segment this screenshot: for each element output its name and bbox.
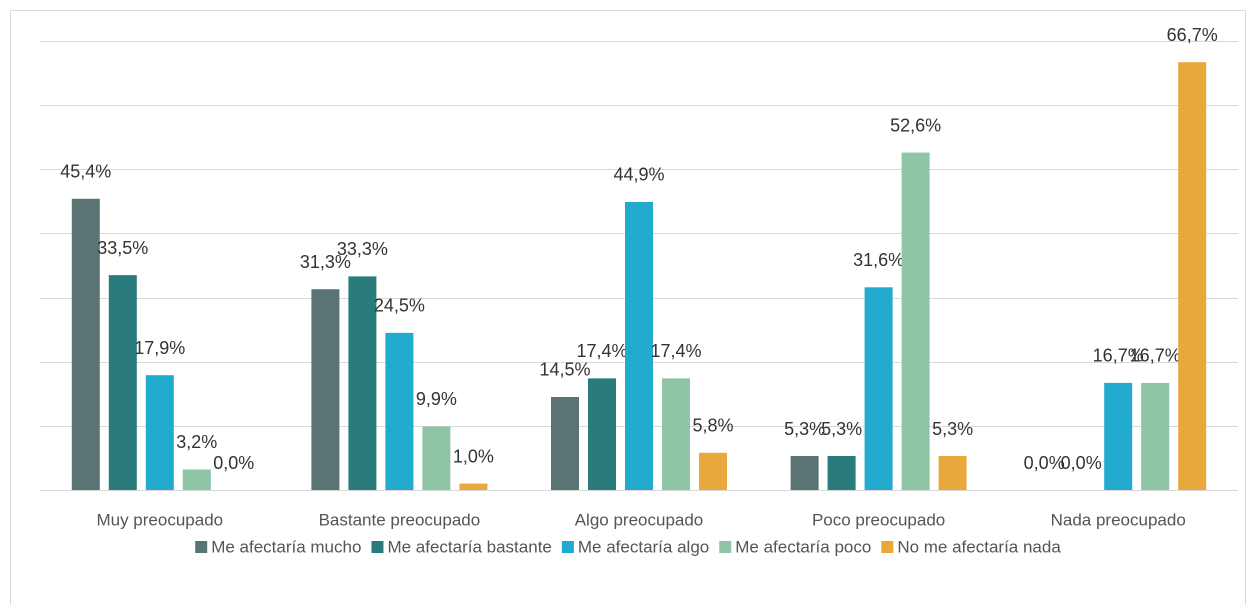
bar	[864, 287, 893, 490]
legend-label: Me afectaría bastante	[387, 537, 551, 556]
legend-swatch	[371, 541, 384, 553]
x-tick-label: Poco preocupado	[812, 510, 945, 529]
data-label: 52,6%	[890, 115, 941, 135]
legend-swatch	[881, 541, 894, 553]
data-label: 3,2%	[176, 432, 217, 452]
legend-label: Me afectaría poco	[735, 537, 871, 556]
data-label: 31,3%	[300, 252, 351, 272]
data-label: 5,3%	[784, 419, 825, 439]
chart-border	[10, 10, 1246, 610]
data-label: 0,0%	[213, 453, 254, 473]
legend-swatch	[195, 541, 208, 553]
bar	[71, 198, 100, 490]
bar	[459, 483, 488, 490]
data-label: 33,3%	[337, 239, 388, 259]
bar	[625, 201, 653, 490]
data-label: 17,4%	[650, 341, 701, 361]
legend-swatch	[719, 541, 732, 553]
bar	[311, 289, 340, 490]
data-label: 9,9%	[416, 389, 457, 409]
bar	[145, 375, 174, 490]
data-label: 17,9%	[134, 338, 185, 358]
data-label: 14,5%	[539, 360, 590, 380]
x-tick-label: Algo preocupado	[575, 510, 704, 529]
data-label: 0,0%	[1061, 453, 1102, 473]
data-label: 16,7%	[1130, 346, 1181, 366]
bar	[662, 378, 690, 490]
x-tick-label: Muy preocupado	[96, 510, 223, 529]
bar	[938, 456, 967, 490]
legend-label: Me afectaría algo	[578, 537, 709, 556]
data-label: 33,5%	[97, 238, 148, 258]
data-label: 17,4%	[576, 341, 627, 361]
data-label: 44,9%	[613, 165, 664, 185]
bar	[108, 275, 137, 490]
bar	[1178, 62, 1207, 490]
data-label: 24,5%	[374, 296, 425, 316]
data-label: 66,7%	[1167, 25, 1218, 45]
data-label: 5,3%	[932, 419, 973, 439]
legend-label: Me afectaría mucho	[211, 537, 361, 556]
bar	[551, 396, 579, 490]
data-label: 1,0%	[453, 446, 494, 466]
bar	[588, 378, 616, 490]
bar	[422, 426, 451, 490]
legend-swatch	[561, 541, 574, 553]
bar	[827, 456, 856, 490]
data-label: 31,6%	[853, 250, 904, 270]
bar	[790, 456, 819, 490]
x-tick-label: Nada preocupado	[1051, 510, 1186, 529]
bar	[901, 152, 930, 490]
bar	[1141, 382, 1170, 490]
bar	[699, 452, 727, 490]
data-label: 5,8%	[692, 416, 733, 436]
x-tick-label: Bastante preocupado	[319, 510, 481, 529]
data-label: 5,3%	[821, 419, 862, 439]
data-label: 45,4%	[60, 162, 111, 182]
bar	[1104, 382, 1133, 490]
bar	[385, 332, 414, 490]
bar	[182, 469, 211, 490]
data-label: 16,7%	[1093, 346, 1144, 366]
bar	[348, 276, 377, 490]
data-label: 0,0%	[1024, 453, 1065, 473]
legend-label: No me afectaría nada	[897, 537, 1061, 556]
